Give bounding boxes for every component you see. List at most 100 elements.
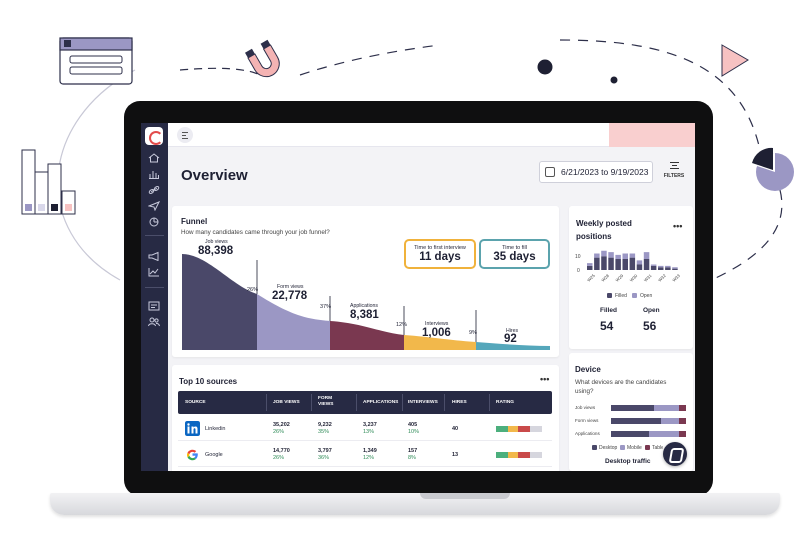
cell-job-views: 14,770 <box>273 448 290 454</box>
col-source[interactable]: SOURCE <box>185 400 206 405</box>
sidebar <box>141 123 168 471</box>
cell-form-views: 9,232 <box>318 422 332 428</box>
weekly-bar-open-w37 <box>672 267 678 269</box>
col-form-views[interactable]: FORM VIEWS <box>318 396 334 407</box>
cell-form-views-pct: 35% <box>318 429 330 435</box>
col-interviews[interactable]: INTERVIEWS <box>408 400 438 405</box>
open-stat-label: Open <box>643 307 660 314</box>
bar-chart-icon[interactable] <box>148 169 160 179</box>
col-job-views[interactable]: JOB VIEWS <box>273 400 300 405</box>
legend-desktop-swatch <box>592 445 597 450</box>
weekly-xtick-label: W29 <box>615 273 625 283</box>
funnel-title: Funnel <box>181 217 208 226</box>
menu-toggle-button[interactable] <box>177 127 193 143</box>
filled-stat-label: Filled <box>600 307 617 314</box>
funnel-stage-applications <box>330 321 404 350</box>
cell-form-views-pct: 36% <box>318 455 330 461</box>
device-row-label: Applications <box>575 431 600 436</box>
time-to-fill-label: Time to fill <box>502 245 527 251</box>
app-logo[interactable] <box>145 127 163 145</box>
table-row[interactable]: Google 14,770 26% 3,797 36% 1,349 12% 15… <box>178 442 552 467</box>
rating-bar <box>496 426 542 432</box>
deco-dot-large <box>537 59 553 75</box>
device-subtitle-line-2: using? <box>575 388 594 395</box>
device-card: Device What devices are the candidates u… <box>569 353 693 471</box>
col-separator <box>444 394 445 411</box>
funnel-stage-job-views <box>182 254 257 350</box>
date-range-picker[interactable]: 6/21/2023 to 9/19/2023 <box>539 161 653 183</box>
weekly-bar-filled-w25 <box>587 265 593 270</box>
table-row[interactable]: Linkedin 35,202 26% 9,232 35% 3,237 13% … <box>178 416 552 441</box>
rating-bar <box>496 452 542 458</box>
cell-interviews: 405 <box>408 422 418 428</box>
trend-chart-icon[interactable] <box>148 267 160 277</box>
filters-label: FILTERS <box>663 173 685 179</box>
cell-applications-pct: 13% <box>363 429 375 435</box>
weekly-title: Weekly posted positions <box>576 219 632 241</box>
top-bar-accent <box>609 123 695 147</box>
weekly-bar-filled-w31 <box>629 257 636 270</box>
users-icon[interactable] <box>148 317 160 327</box>
weekly-xtick-label: W33 <box>671 273 681 283</box>
weekly-bar-open-w35 <box>658 265 664 268</box>
device-row-label: Job views <box>575 405 596 410</box>
legend-desktop-label: Desktop <box>599 445 618 451</box>
legend-mobile-label: Mobile <box>627 445 642 451</box>
weekly-bar-open-w30 <box>622 253 628 259</box>
link-icon[interactable] <box>148 185 160 195</box>
weekly-xticks: W25 W28 W29 W30 W31 W32 W33 <box>586 273 681 283</box>
laptop-base <box>50 493 780 515</box>
sidebar-divider <box>145 235 164 236</box>
filters-button[interactable]: FILTERS <box>659 161 689 185</box>
weekly-bar-filled-w28 <box>608 257 614 270</box>
col-separator <box>266 394 267 411</box>
funnel-pct-3: 12% <box>396 322 408 328</box>
google-icon <box>186 449 198 461</box>
col-separator <box>489 394 490 411</box>
cell-hires: 40 <box>452 426 459 432</box>
time-to-fill-value: 35 days <box>493 251 536 263</box>
device-bar <box>611 405 686 411</box>
weekly-bar-open-w34 <box>650 264 657 266</box>
legend-tablet-swatch <box>645 445 650 450</box>
funnel-value-hires: 92 <box>504 333 517 345</box>
deco-dash-top <box>179 67 261 76</box>
col-applications[interactable]: APPLICATIONS <box>363 400 399 405</box>
funnel-value-form-views: 22,778 <box>272 290 308 302</box>
device-bar <box>611 418 686 424</box>
weekly-bar-filled-w37 <box>672 268 678 270</box>
col-rating[interactable]: RATING <box>496 400 515 405</box>
col-separator <box>311 394 312 411</box>
cell-job-views-pct: 26% <box>273 429 285 435</box>
weekly-bar-filled-w30 <box>622 259 628 270</box>
device-title: Device <box>575 365 601 374</box>
home-icon[interactable] <box>148 153 160 163</box>
pie-chart-icon[interactable] <box>148 217 160 227</box>
weekly-bar-open-w33 <box>643 252 650 259</box>
cell-applications: 1,349 <box>363 448 377 454</box>
weekly-bar-chart: 10 0 W25 W28 W29 W30 W31 W32 W33 <box>575 250 681 283</box>
weekly-xtick-label: W28 <box>600 273 610 283</box>
funnel-subtitle: How many candidates came through your jo… <box>181 229 330 236</box>
weekly-bar-open-w27 <box>601 250 607 257</box>
sources-more-menu[interactable]: ••• <box>540 374 550 384</box>
weekly-bar-open-w28 <box>608 252 614 258</box>
cell-applications-pct: 12% <box>363 455 375 461</box>
funnel-pct-4: 9% <box>469 330 477 336</box>
col-hires[interactable]: HIRES <box>452 400 467 405</box>
cell-interviews: 157 <box>408 448 418 454</box>
chat-support-button[interactable] <box>663 442 687 466</box>
megaphone-icon[interactable] <box>148 251 160 261</box>
sources-table-header: SOURCE JOB VIEWS FORM VIEWS APPLICATIONS… <box>178 391 552 414</box>
weekly-bar-open-w29 <box>615 254 621 259</box>
send-icon[interactable] <box>148 201 160 211</box>
weekly-more-menu[interactable]: ••• <box>673 221 683 231</box>
time-to-fill-card: Time to fill 35 days <box>479 239 550 269</box>
funnel-chart <box>182 254 550 350</box>
weekly-bar-filled-w36 <box>665 267 671 270</box>
page-title: Overview <box>181 167 248 184</box>
deco-dash-top-2 <box>299 44 441 76</box>
weekly-bar-open-w31 <box>629 253 636 258</box>
report-icon[interactable] <box>148 301 160 311</box>
